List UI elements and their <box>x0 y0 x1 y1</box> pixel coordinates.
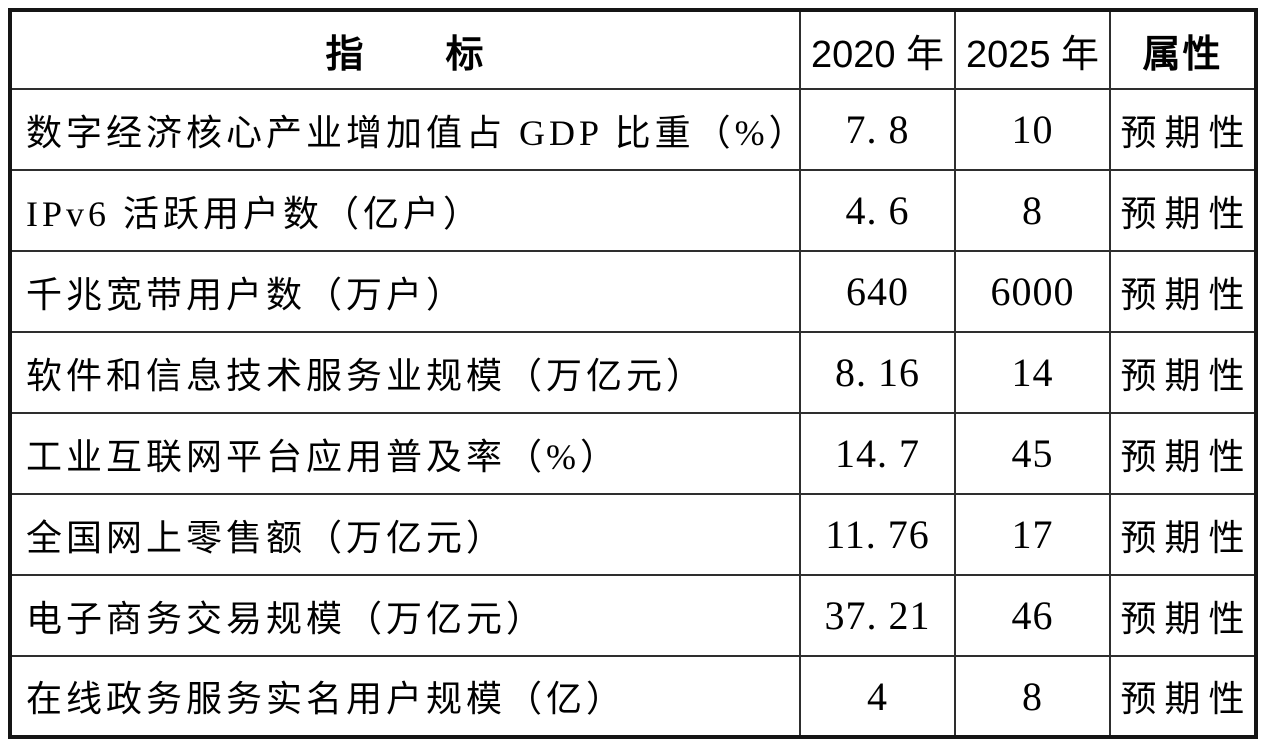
value-2020-cell: 640 <box>799 250 956 333</box>
indicator-cell: IPv6 活跃用户数（亿户） <box>9 169 801 252</box>
attribute-cell: 预期性 <box>1109 412 1257 495</box>
value-2025-cell: 6000 <box>954 250 1111 333</box>
value-2025-cell: 10 <box>954 88 1111 171</box>
table-row: 软件和信息技术服务业规模（万亿元） 8. 16 14 预期性 <box>9 331 1257 414</box>
value-2020-cell: 14. 7 <box>799 412 956 495</box>
table-row: 数字经济核心产业增加值占 GDP 比重（%） 7. 8 10 预期性 <box>9 88 1257 171</box>
value-2020-cell: 4. 6 <box>799 169 956 252</box>
attribute-cell: 预期性 <box>1109 169 1257 252</box>
attribute-cell: 预期性 <box>1109 574 1257 657</box>
table-row: 电子商务交易规模（万亿元） 37. 21 46 预期性 <box>9 574 1257 657</box>
value-2020-cell: 37. 21 <box>799 574 956 657</box>
indicator-cell: 千兆宽带用户数（万户） <box>9 250 801 333</box>
attribute-cell: 预期性 <box>1109 655 1257 738</box>
value-2020-cell: 4 <box>799 655 956 738</box>
table-row: 全国网上零售额（万亿元） 11. 76 17 预期性 <box>9 493 1257 576</box>
indicator-cell: 软件和信息技术服务业规模（万亿元） <box>9 331 801 414</box>
attribute-cell: 预期性 <box>1109 331 1257 414</box>
indicator-cell: 数字经济核心产业增加值占 GDP 比重（%） <box>9 88 801 171</box>
indicator-cell: 全国网上零售额（万亿元） <box>9 493 801 576</box>
header-row: 指 标 2020 年 2025 年 属性 <box>9 9 1257 90</box>
value-2025-cell: 46 <box>954 574 1111 657</box>
value-2025-cell: 17 <box>954 493 1111 576</box>
attribute-cell: 预期性 <box>1109 250 1257 333</box>
value-2025-cell: 14 <box>954 331 1111 414</box>
indicator-cell: 电子商务交易规模（万亿元） <box>9 574 801 657</box>
value-2020-cell: 8. 16 <box>799 331 956 414</box>
table-row: 工业互联网平台应用普及率（%） 14. 7 45 预期性 <box>9 412 1257 495</box>
value-2025-cell: 8 <box>954 655 1111 738</box>
indicators-table: 指 标 2020 年 2025 年 属性 数字经济核心产业增加值占 GDP 比重… <box>8 8 1258 739</box>
value-2020-cell: 11. 76 <box>799 493 956 576</box>
table-row: 千兆宽带用户数（万户） 640 6000 预期性 <box>9 250 1257 333</box>
column-header-2025: 2025 年 <box>954 9 1111 90</box>
value-2025-cell: 8 <box>954 169 1111 252</box>
column-header-attribute: 属性 <box>1109 9 1257 90</box>
column-header-2020: 2020 年 <box>799 9 956 90</box>
indicator-cell: 在线政务服务实名用户规模（亿） <box>9 655 801 738</box>
table-row: 在线政务服务实名用户规模（亿） 4 8 预期性 <box>9 655 1257 738</box>
attribute-cell: 预期性 <box>1109 493 1257 576</box>
value-2020-cell: 7. 8 <box>799 88 956 171</box>
column-header-indicator: 指 标 <box>9 9 801 90</box>
table-row: IPv6 活跃用户数（亿户） 4. 6 8 预期性 <box>9 169 1257 252</box>
value-2025-cell: 45 <box>954 412 1111 495</box>
indicator-cell: 工业互联网平台应用普及率（%） <box>9 412 801 495</box>
attribute-cell: 预期性 <box>1109 88 1257 171</box>
